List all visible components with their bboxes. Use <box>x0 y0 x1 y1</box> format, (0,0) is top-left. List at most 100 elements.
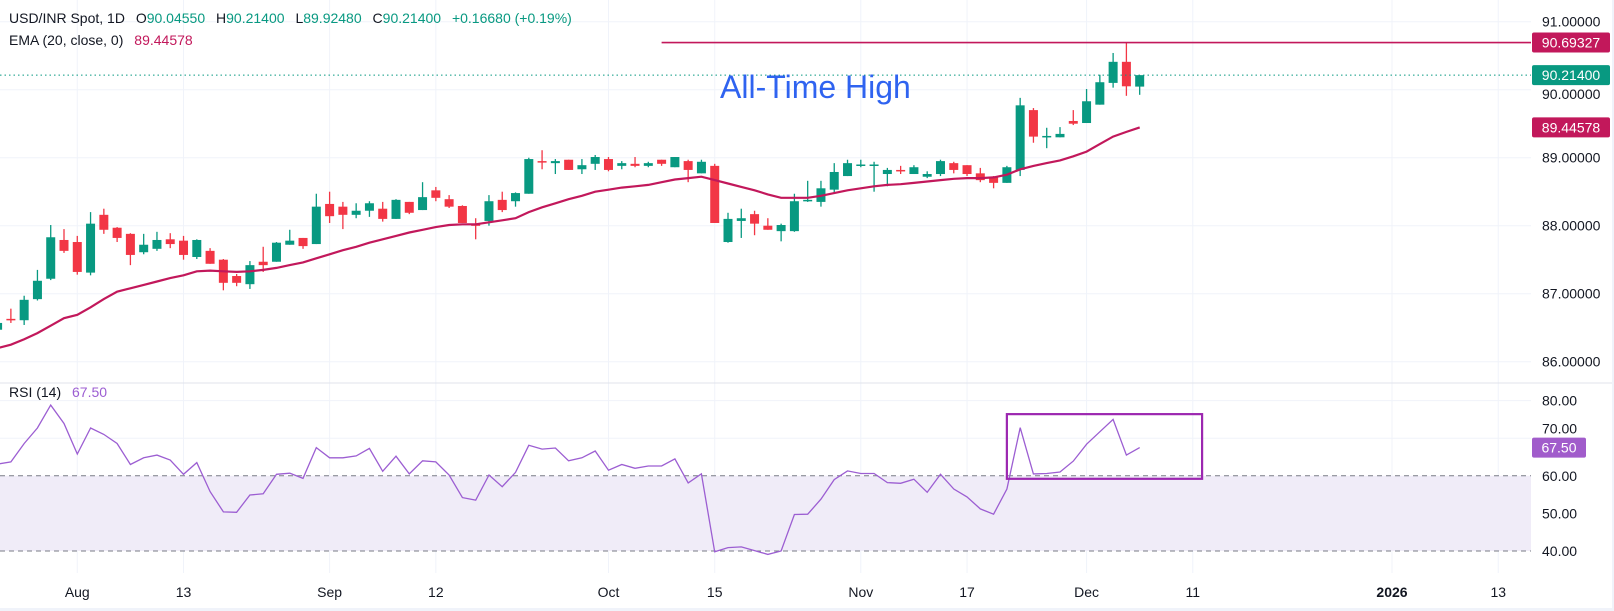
close-label: C <box>372 10 383 26</box>
time-tick-label: Nov <box>848 584 873 600</box>
close-value: 90.21400 <box>382 10 442 26</box>
ema-value: 89.44578 <box>134 32 193 48</box>
rsi-value: 67.50 <box>72 384 108 400</box>
candle-up <box>1015 105 1025 170</box>
candle-down <box>497 199 507 211</box>
candle-up <box>909 167 919 175</box>
candle-down <box>537 161 547 163</box>
axes: 91.00000 90.00000 89.00000 88.00000 87.00000… <box>65 14 1610 600</box>
ath-price-badge-bg <box>1532 32 1610 53</box>
price-pane[interactable]: All-Time High <box>0 41 1531 349</box>
candle-up <box>285 240 295 245</box>
candle-down <box>99 214 109 230</box>
candle-up <box>139 244 149 253</box>
time-tick-label: 17 <box>959 584 975 600</box>
candle-up <box>1095 82 1105 105</box>
open-value: 90.04550 <box>146 10 206 26</box>
all-time-high-annotation: All-Time High <box>720 69 911 105</box>
candle-up <box>723 218 733 243</box>
candle-down <box>603 159 613 170</box>
price-tick-label: 89.00000 <box>1542 150 1601 166</box>
high-value: 90.21400 <box>226 10 285 26</box>
candle-down <box>444 199 454 207</box>
time-tick-label: Dec <box>1074 584 1099 600</box>
candle-up <box>245 265 255 285</box>
candle-up <box>524 159 534 194</box>
price-tick-label: 91.00000 <box>1542 14 1601 30</box>
candle-up <box>46 237 56 279</box>
rsi-tick-label: 60.00 <box>1542 468 1577 484</box>
candle-up <box>192 239 202 257</box>
candle-up <box>152 239 162 249</box>
candle-up <box>935 161 945 175</box>
rsi-band <box>0 475 1531 552</box>
candle-down <box>564 159 574 170</box>
rsi-badge-bg <box>1532 437 1586 458</box>
candle-down <box>896 169 906 172</box>
rsi-legend[interactable]: RSI (14) 67.50 <box>9 384 107 400</box>
candle-down <box>6 318 16 321</box>
rsi-tick-label: 40.00 <box>1542 543 1577 559</box>
price-tick-label: 86.00000 <box>1542 354 1601 370</box>
candle-up <box>696 161 706 174</box>
candle-up <box>511 193 521 202</box>
time-tick-label: 13 <box>1490 584 1506 600</box>
high-label: H <box>216 10 227 26</box>
candle-up <box>1135 75 1145 87</box>
rsi-tick-label: 50.00 <box>1542 505 1577 521</box>
candle-up <box>869 164 879 166</box>
time-tick-label: 12 <box>428 584 444 600</box>
ema-legend[interactable]: EMA (20, close, 0) 89.44578 <box>9 32 193 48</box>
last-price-badge-bg <box>1532 65 1610 86</box>
ema-line <box>0 126 1141 349</box>
rsi-pane[interactable] <box>0 403 1204 556</box>
rsi-line <box>0 403 1141 556</box>
candle-up <box>391 199 401 219</box>
candle-down <box>404 201 414 213</box>
candle-down <box>112 227 122 238</box>
candle-up <box>643 163 653 166</box>
symbol-legend[interactable]: USD/INR Spot, 1D O90.04550 H90.21400 L89… <box>9 10 572 26</box>
ath-price-badge: 90.69327 <box>1542 35 1601 51</box>
candle-up <box>736 218 746 221</box>
candle-up <box>0 322 3 330</box>
candle-up <box>86 223 96 273</box>
rsi-badge: 67.50 <box>1541 440 1576 456</box>
price-tick-label: 90.00000 <box>1542 86 1601 102</box>
candle-down <box>125 233 135 255</box>
candle-down <box>258 261 268 266</box>
time-tick-label: Oct <box>598 584 620 600</box>
candle-down <box>1121 61 1131 87</box>
candle-down <box>378 208 388 219</box>
candle-down <box>165 239 175 245</box>
price-tick-label: 88.00000 <box>1542 218 1601 234</box>
change-value: +0.16680 (+0.19%) <box>451 10 572 26</box>
candle-up <box>1055 133 1065 138</box>
candle-up <box>351 210 361 215</box>
candle-up <box>590 157 600 164</box>
candle-up <box>803 199 813 202</box>
candle-up <box>789 201 799 232</box>
candle-up <box>364 203 374 211</box>
candle-up <box>19 299 29 321</box>
candle-down <box>949 163 959 170</box>
candle-down <box>962 165 972 175</box>
ema-price-badge: 89.44578 <box>1542 119 1601 135</box>
candle-down <box>750 214 760 224</box>
candle-up <box>550 161 560 164</box>
candle-down <box>325 203 335 217</box>
time-tick-label: 11 <box>1186 584 1201 600</box>
candle-up <box>829 171 839 190</box>
candle-down <box>59 239 69 251</box>
candle-down <box>232 276 242 283</box>
candle-down <box>657 159 667 164</box>
candle-up <box>922 174 932 177</box>
candle-up <box>484 201 494 221</box>
candle-down <box>431 190 441 198</box>
last-price-badge: 90.21400 <box>1542 67 1601 83</box>
candle-down <box>338 206 348 215</box>
low-value: 89.92480 <box>303 10 362 26</box>
candle-up <box>577 165 587 170</box>
ema-label: EMA (20, close, 0) <box>9 32 124 48</box>
